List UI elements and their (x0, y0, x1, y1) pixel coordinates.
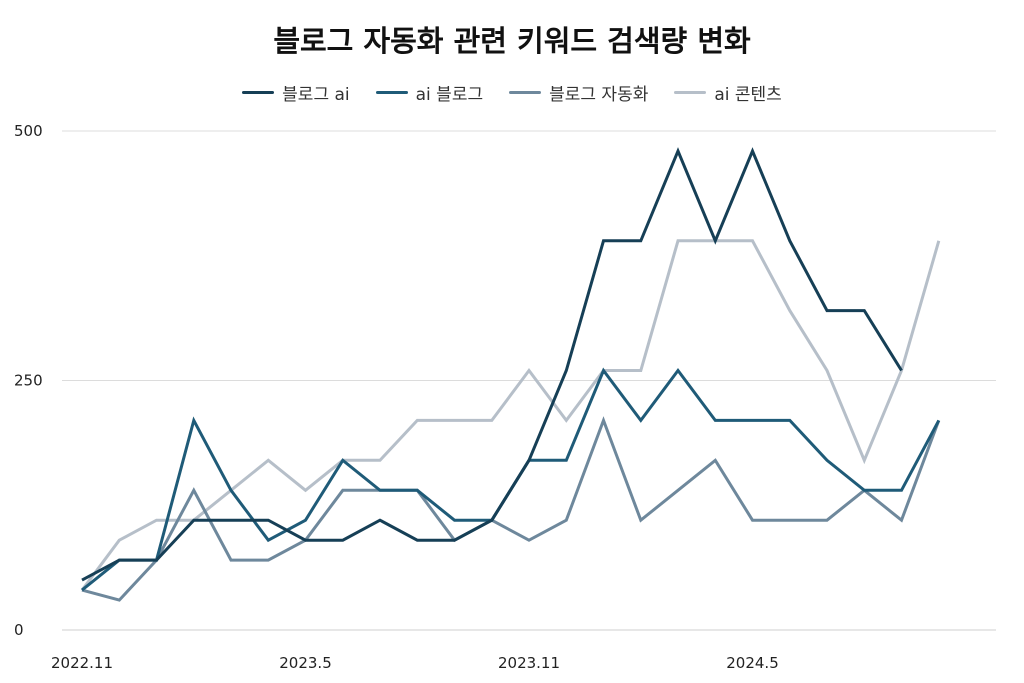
x-tick-label: 2022.11 (51, 654, 113, 672)
legend-label: ai 콘텐츠 (714, 85, 782, 105)
x-tick-label: 2023.11 (498, 654, 560, 672)
y-tick-label: 250 (14, 372, 43, 390)
legend-swatch (375, 91, 408, 94)
x-tick-label: 2024.5 (726, 654, 779, 672)
legend-label: 블로그 ai (282, 85, 350, 105)
series-line-4 (80, 239, 941, 591)
series-line-1 (81, 147, 903, 582)
legend-label: ai 블로그 (415, 85, 484, 105)
legend-item: ai 콘텐츠 (674, 80, 782, 105)
chart-legend: 블로그 ai ai 블로그 블로그 자동화 ai 콘텐츠 (0, 80, 1024, 105)
y-tick-label: 0 (14, 621, 24, 639)
legend-swatch (674, 91, 707, 94)
legend-item: ai 블로그 (375, 80, 484, 105)
series-line-3 (81, 416, 941, 602)
legend-swatch (242, 91, 275, 94)
legend-item: 블로그 자동화 (509, 80, 648, 105)
chart-title: 블로그 자동화 관련 키워드 검색량 변화 (273, 24, 751, 58)
x-tick-label: 2023.5 (279, 654, 332, 672)
legend-label: 블로그 자동화 (549, 85, 649, 105)
legend-swatch (509, 91, 542, 94)
legend-item: 블로그 ai (242, 80, 350, 105)
y-tick-label: 500 (14, 122, 43, 140)
series-line-2 (81, 367, 941, 592)
